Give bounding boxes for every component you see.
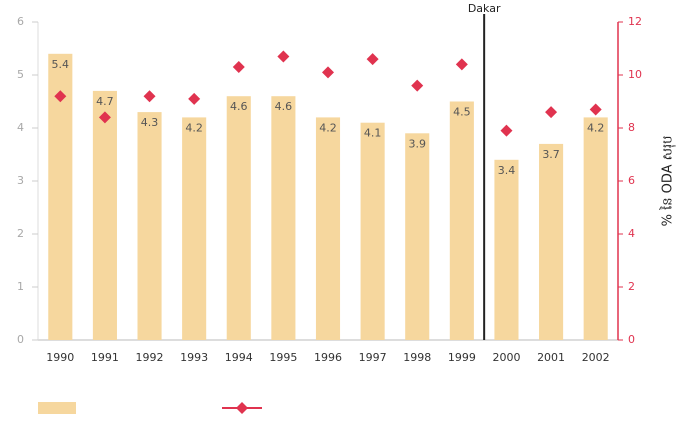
x-tick-label: 1997 bbox=[359, 351, 387, 364]
x-tick-label: 2001 bbox=[537, 351, 565, 364]
y2-axis-label: % នៃ ODA សរុប bbox=[659, 136, 677, 227]
line-marker bbox=[98, 111, 111, 124]
y2-tick-label: 0 bbox=[628, 333, 635, 346]
bar-value-label: 3.7 bbox=[542, 148, 560, 161]
x-tick-label: 1999 bbox=[448, 351, 476, 364]
bar bbox=[405, 133, 430, 340]
bar bbox=[226, 96, 251, 340]
line-marker bbox=[54, 90, 67, 103]
bar-value-label: 4.2 bbox=[319, 121, 337, 134]
y-tick-label: 0 bbox=[17, 333, 24, 346]
line-marker bbox=[188, 92, 201, 105]
x-tick-label: 1992 bbox=[136, 351, 164, 364]
bar bbox=[137, 112, 162, 340]
bar-value-label: 4.3 bbox=[141, 116, 159, 129]
x-tick-label: 1994 bbox=[225, 351, 253, 364]
y2-tick-label: 2 bbox=[628, 280, 635, 293]
line-marker bbox=[545, 106, 558, 119]
bar bbox=[315, 117, 341, 341]
line-marker bbox=[455, 58, 468, 71]
x-tick-label: 1990 bbox=[46, 351, 74, 364]
x-tick-label: 1991 bbox=[91, 351, 119, 364]
bar-value-label: 4.7 bbox=[96, 95, 114, 108]
bar bbox=[449, 101, 474, 340]
bar bbox=[583, 117, 608, 341]
line-marker bbox=[500, 124, 513, 137]
y-tick-label: 4 bbox=[17, 121, 24, 134]
y2-tick-label: 10 bbox=[628, 68, 642, 81]
y-tick-label: 5 bbox=[17, 68, 24, 81]
bar-value-label: 3.4 bbox=[498, 164, 516, 177]
line-marker bbox=[277, 50, 290, 63]
x-tick-label: 2000 bbox=[492, 351, 520, 364]
bar-value-label: 4.6 bbox=[230, 100, 248, 113]
bar bbox=[182, 117, 207, 341]
line-marker bbox=[366, 53, 379, 66]
x-tick-label: 1996 bbox=[314, 351, 342, 364]
bar bbox=[271, 96, 296, 340]
x-tick-label: 2002 bbox=[582, 351, 610, 364]
y-tick-label: 2 bbox=[17, 227, 24, 240]
bar-value-label: 5.4 bbox=[52, 58, 70, 71]
line-marker bbox=[589, 103, 602, 116]
bar-value-label: 3.9 bbox=[408, 137, 426, 150]
x-tick-label: 1993 bbox=[180, 351, 208, 364]
bar-value-label: 4.1 bbox=[364, 127, 382, 140]
y-tick-label: 1 bbox=[17, 280, 24, 293]
bar bbox=[92, 90, 117, 341]
line-marker bbox=[411, 79, 424, 92]
legend-marker bbox=[236, 402, 248, 414]
bar bbox=[539, 143, 564, 340]
annotation: Dakar bbox=[468, 2, 501, 15]
y2-tick-label: 6 bbox=[628, 174, 635, 187]
bar-value-label: 4.2 bbox=[185, 121, 203, 134]
y-tick-label: 3 bbox=[17, 174, 24, 187]
line-marker bbox=[232, 61, 245, 74]
line-marker bbox=[322, 66, 334, 79]
bar bbox=[360, 122, 385, 340]
y-tick-label: 6 bbox=[17, 15, 24, 28]
line-marker bbox=[143, 90, 156, 103]
x-tick-label: 1998 bbox=[403, 351, 431, 364]
y2-tick-label: 8 bbox=[628, 121, 635, 134]
y2-tick-label: 12 bbox=[628, 15, 642, 28]
bar-value-label: 4.6 bbox=[275, 100, 293, 113]
bar-value-label: 4.2 bbox=[587, 121, 605, 134]
bar-value-label: 4.5 bbox=[453, 106, 471, 119]
x-tick-label: 1995 bbox=[269, 351, 297, 364]
legend-bar-swatch bbox=[38, 402, 76, 414]
y2-tick-label: 4 bbox=[628, 227, 635, 240]
bar bbox=[494, 159, 519, 340]
